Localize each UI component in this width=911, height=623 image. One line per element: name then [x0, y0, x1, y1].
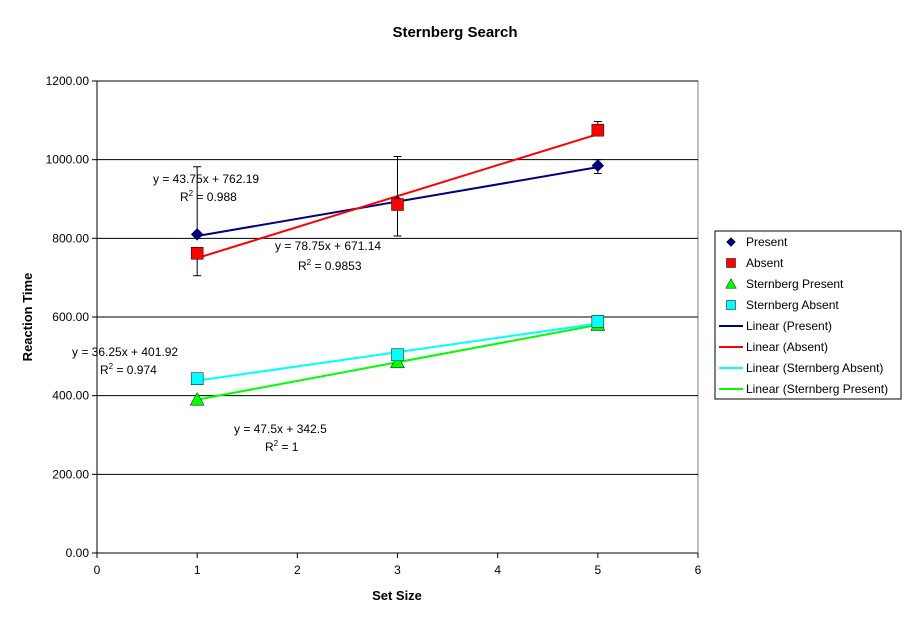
x-tick-label: 2: [294, 563, 301, 577]
plot-area: 0.00 200.00 400.00 600.00 800.00 1000.00 1200.…: [46, 74, 702, 577]
legend-entry-label: Linear (Sternberg Absent): [746, 361, 883, 375]
y-tick-label: 1200.00: [46, 74, 90, 88]
r-squared-label: R2 = 0.9853: [298, 258, 362, 273]
data-point-square: [726, 300, 736, 310]
y-tick-label: 200.00: [52, 467, 89, 481]
x-tick-label: 0: [94, 563, 101, 577]
data-point-diamond: [726, 237, 736, 247]
data-point-triangle: [189, 392, 205, 406]
regression-equation: y = 43.75x + 762.19: [153, 172, 259, 186]
regression-equation: y = 78.75x + 671.14: [275, 239, 381, 253]
legend-entry-label: Sternberg Present: [746, 277, 844, 291]
data-point-square: [591, 123, 605, 137]
legend-entry-label: Linear (Sternberg Present): [746, 382, 888, 396]
data-point-square: [391, 348, 404, 362]
data-point-triangle: [390, 354, 405, 369]
r-squared-label: R2 = 0.988: [180, 189, 237, 204]
data-point-square: [591, 315, 605, 328]
legend: Present Absent Sternberg Present Sternberg …: [714, 230, 902, 400]
data-point-diamond: [190, 228, 204, 241]
r-squared-label: R2 = 0.974: [100, 362, 157, 377]
legend-entry-label: Present: [746, 235, 788, 249]
chart-title: Sternberg Search: [392, 24, 517, 41]
y-tick-label: 400.00: [52, 389, 89, 403]
legend-entry-label: Sternberg Absent: [746, 298, 839, 312]
data-point-diamond: [591, 159, 605, 172]
legend-box: [714, 230, 902, 400]
legend-entry-label: Linear (Present): [746, 319, 832, 333]
legend-entry-label: Linear (Absent): [746, 340, 828, 354]
x-axis-label: Set Size: [372, 588, 422, 603]
regression-equation: y = 36.25x + 401.92: [72, 345, 178, 359]
x-tick-label: 1: [194, 563, 201, 577]
data-point-square: [726, 258, 736, 268]
y-tick-label: 800.00: [52, 231, 89, 245]
x-tick-label: 5: [594, 563, 601, 577]
y-tick-label: 1000.00: [46, 153, 90, 167]
regression-equation: y = 47.5x + 342.5: [234, 422, 327, 436]
data-point-square: [190, 247, 204, 260]
y-tick-label: 600.00: [52, 310, 89, 324]
y-axis-label: Reaction Time: [20, 273, 35, 362]
x-tick-label: 6: [695, 563, 702, 577]
r-squared-label: R2 = 1: [265, 439, 299, 454]
legend-entry-label: Absent: [746, 256, 784, 270]
data-point-square: [190, 372, 204, 386]
x-tick-label: 4: [494, 563, 501, 577]
data-point-triangle: [725, 278, 737, 289]
x-tick-label: 3: [394, 563, 401, 577]
data-point-square: [391, 198, 404, 211]
y-tick-label: 0.00: [66, 546, 90, 560]
